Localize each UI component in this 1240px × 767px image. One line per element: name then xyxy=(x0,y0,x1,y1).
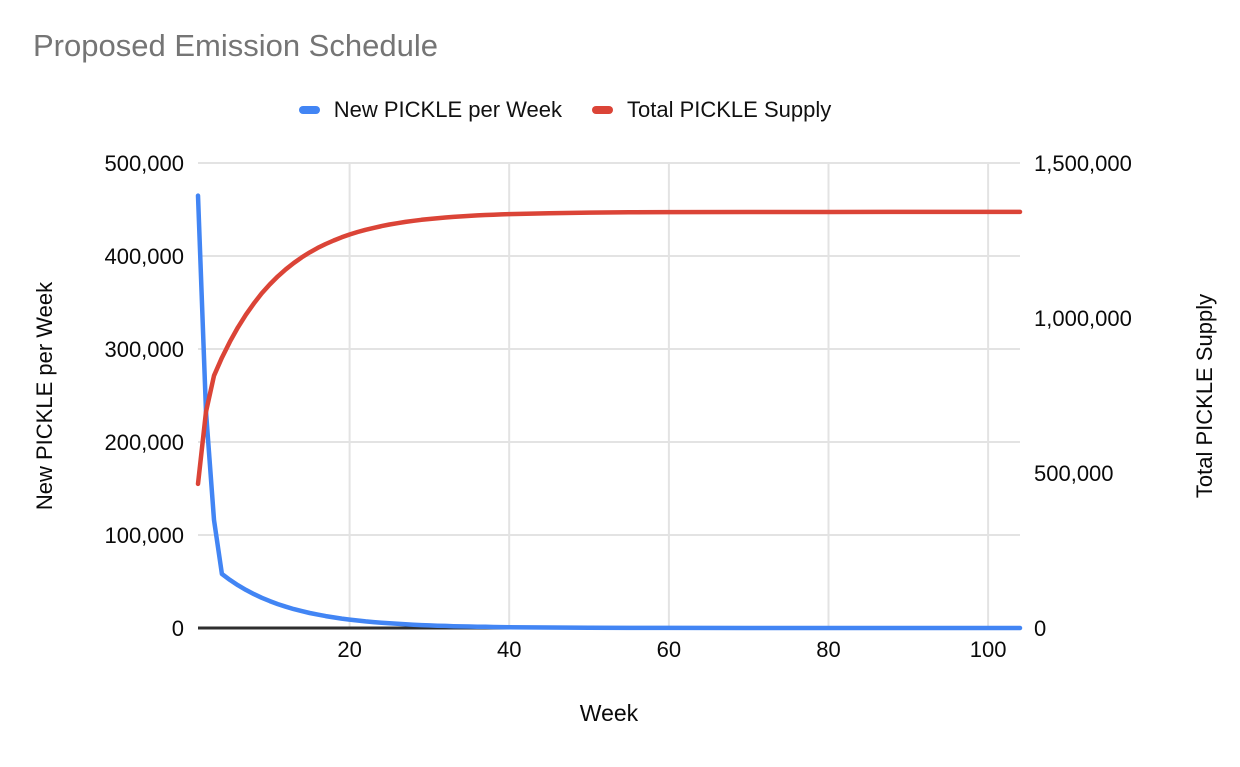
x-axis-tick-label: 40 xyxy=(497,637,521,662)
x-axis-tick-label: 100 xyxy=(970,637,1007,662)
right-axis-title: Total PICKLE Supply xyxy=(1192,294,1217,498)
legend-swatch-new-pickle xyxy=(298,106,320,114)
left-axis-tick-label: 400,000 xyxy=(104,244,184,269)
left-axis-tick-label: 200,000 xyxy=(104,430,184,455)
x-axis-tick-label: 60 xyxy=(657,637,681,662)
legend-label-total-supply: Total PICKLE Supply xyxy=(627,97,832,122)
right-axis-tick-label: 500,000 xyxy=(1034,461,1114,486)
right-axis-tick-label: 1,500,000 xyxy=(1034,151,1132,176)
left-axis-tick-label: 100,000 xyxy=(104,523,184,548)
x-axis-tick-label: 80 xyxy=(816,637,840,662)
chart-title: Proposed Emission Schedule xyxy=(33,28,438,63)
right-axis-tick-label: 1,000,000 xyxy=(1034,306,1132,331)
series-line-total-pickle-supply xyxy=(195,209,1023,487)
legend-item-new-pickle: New PICKLE per Week xyxy=(298,97,562,123)
x-axis-tick-label: 20 xyxy=(337,637,361,662)
series-line-new-pickle-per-week xyxy=(195,193,1023,631)
left-axis-tick-label: 300,000 xyxy=(104,337,184,362)
left-axis-tick-label: 500,000 xyxy=(104,151,184,176)
left-axis-tick-label: 0 xyxy=(172,616,184,641)
x-axis-title: Week xyxy=(580,700,639,726)
legend-label-new-pickle: New PICKLE per Week xyxy=(333,97,562,122)
right-axis-tick-label: 0 xyxy=(1034,616,1046,641)
legend-swatch-total-supply xyxy=(592,106,613,114)
legend-item-total-supply: Total PICKLE Supply xyxy=(592,97,831,123)
legend: New PICKLE per Week Total PICKLE Supply xyxy=(0,97,1130,123)
left-axis-title: New PICKLE per Week xyxy=(32,281,57,510)
